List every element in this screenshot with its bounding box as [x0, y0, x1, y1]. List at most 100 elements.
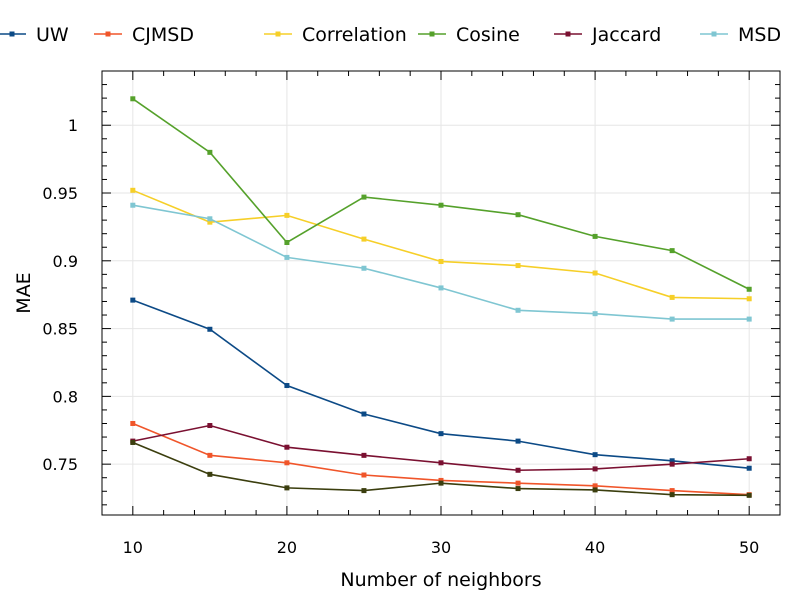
data-point: [130, 96, 136, 102]
data-point: [361, 411, 367, 417]
legend-swatch-marker: [9, 31, 15, 37]
data-point: [592, 311, 598, 317]
grid: [102, 71, 780, 515]
x-tick-label: 10: [123, 538, 143, 557]
y-tick-label: 0.85: [42, 320, 78, 339]
data-point: [669, 488, 675, 494]
series-unlabeled: [130, 439, 752, 498]
data-point: [515, 307, 521, 313]
data-point: [361, 488, 367, 494]
data-point: [438, 202, 444, 208]
data-point: [669, 461, 675, 467]
data-point: [438, 460, 444, 466]
data-point: [746, 492, 752, 498]
data-point: [284, 460, 290, 466]
x-tick-label: 20: [277, 538, 297, 557]
data-point: [361, 194, 367, 200]
legend-item-cosine: Cosine: [418, 24, 520, 46]
data-point: [515, 480, 521, 486]
y-tick-label: 0.8: [53, 387, 78, 406]
legend-label: Correlation: [302, 24, 407, 46]
y-axis-title: MAE: [13, 272, 35, 313]
data-point: [669, 248, 675, 254]
data-point: [284, 485, 290, 491]
x-tick-label: 30: [431, 538, 451, 557]
data-point: [284, 383, 290, 389]
data-point: [284, 444, 290, 450]
series-cjmsd: [130, 420, 752, 498]
data-point: [669, 316, 675, 322]
data-point: [438, 285, 444, 291]
data-point: [746, 316, 752, 322]
data-point: [207, 326, 213, 332]
data-point: [746, 456, 752, 462]
data-point: [438, 431, 444, 437]
series-correlation: [130, 187, 752, 302]
legend-label: MSD: [738, 24, 781, 46]
data-point: [361, 236, 367, 242]
data-point: [592, 270, 598, 276]
data-point: [284, 239, 290, 245]
data-point: [130, 420, 136, 426]
data-point: [746, 286, 752, 292]
data-point: [361, 265, 367, 271]
legend-label: UW: [36, 24, 69, 46]
data-point: [515, 438, 521, 444]
data-point: [669, 458, 675, 464]
legend-item-cjmsd: CJMSD: [94, 24, 194, 46]
data-point: [515, 467, 521, 473]
x-tick-label: 50: [739, 538, 759, 557]
data-point: [130, 187, 136, 193]
legend-item-msd: MSD: [700, 24, 781, 46]
data-point: [130, 202, 136, 208]
data-point: [515, 263, 521, 269]
legend-label: Jaccard: [591, 24, 661, 46]
legend-label: Cosine: [456, 24, 520, 46]
data-point: [438, 477, 444, 483]
data-point: [669, 294, 675, 300]
data-point: [207, 219, 213, 225]
legend-item-jaccard: Jaccard: [554, 24, 661, 46]
data-point: [207, 452, 213, 458]
legend-swatch-marker: [565, 31, 571, 37]
data-point: [515, 212, 521, 218]
data-point: [207, 149, 213, 155]
data-point: [515, 486, 521, 492]
x-axis-title: Number of neighbors: [340, 569, 541, 591]
data-point: [284, 254, 290, 260]
data-point: [592, 452, 598, 458]
series-lines: [130, 96, 752, 498]
data-point: [438, 480, 444, 486]
data-point: [746, 465, 752, 471]
legend-label: CJMSD: [132, 24, 194, 46]
legend-item-uw: UW: [0, 24, 69, 46]
data-point: [592, 233, 598, 239]
y-tick-label: 1: [68, 116, 78, 135]
legend-swatch-marker: [275, 31, 281, 37]
data-point: [592, 483, 598, 489]
data-point: [207, 471, 213, 477]
legend-swatch-marker: [711, 31, 717, 37]
axis-ticks: 10 20 30 40 50 0.75 0.8 0.85 0.9 0.95 1: [42, 71, 780, 557]
data-point: [438, 258, 444, 264]
legend-item-correlation: Correlation: [264, 24, 407, 46]
x-tick-label: 40: [585, 538, 605, 557]
data-point: [130, 439, 136, 445]
y-tick-label: 0.9: [53, 252, 78, 271]
series-uw: [130, 297, 752, 471]
series-msd: [130, 202, 752, 322]
data-point: [361, 452, 367, 458]
legend-swatch-marker: [429, 31, 435, 37]
data-point: [669, 492, 675, 498]
data-point: [284, 212, 290, 218]
data-point: [592, 466, 598, 472]
y-tick-label: 0.95: [42, 184, 78, 203]
data-point: [592, 487, 598, 493]
legend: UW CJMSD Correlation Cosine Jaccard MSD: [0, 24, 781, 46]
data-point: [130, 297, 136, 303]
series-cosine: [130, 96, 752, 292]
data-point: [746, 296, 752, 302]
legend-swatch-marker: [105, 31, 111, 37]
data-point: [361, 472, 367, 478]
